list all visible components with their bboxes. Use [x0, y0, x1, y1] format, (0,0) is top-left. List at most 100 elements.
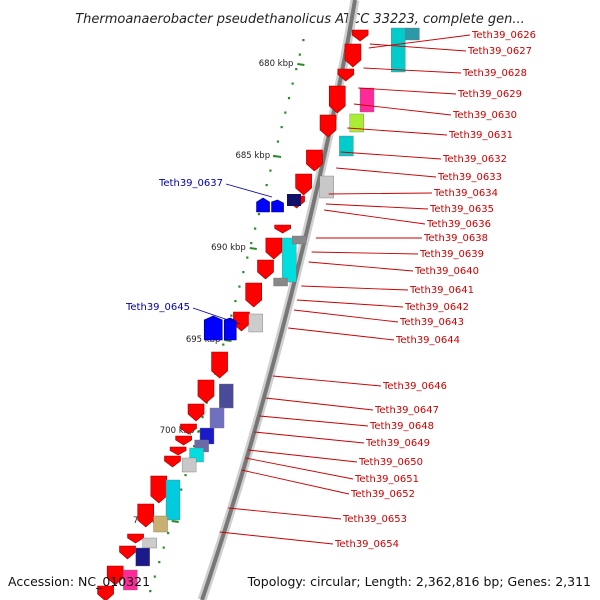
forward-gene-label[interactable]: Teth39_0642: [404, 302, 469, 313]
gene-label-leader: [245, 457, 354, 480]
scale-dot: [180, 488, 183, 491]
gene-label-leader: [353, 103, 452, 116]
scale-dot: [230, 314, 233, 317]
gene-label-leader: [308, 261, 414, 272]
reverse-gene-arrow[interactable]: [203, 315, 223, 341]
gene-label-leader: [241, 469, 350, 495]
forward-gene-label[interactable]: Teth39_0653: [342, 514, 407, 525]
forward-gene-arrow[interactable]: [257, 259, 274, 280]
scale-dot: [254, 227, 257, 230]
forward-gene-arrow[interactable]: [169, 446, 187, 456]
forward-gene-label[interactable]: Teth39_0638: [423, 233, 488, 244]
scale-dot: [287, 97, 291, 100]
reverse-gene-arrow[interactable]: [256, 197, 270, 213]
gene-annotation-block: [292, 235, 307, 245]
gene-label-leader: [325, 203, 429, 210]
forward-gene-label[interactable]: Teth39_0647: [374, 405, 439, 416]
forward-gene-label[interactable]: Teth39_0633: [437, 172, 502, 183]
forward-gene-label[interactable]: Teth39_0631: [448, 130, 513, 141]
gene-label-leader: [288, 327, 395, 341]
scale-dot: [193, 445, 196, 448]
forward-gene-arrow[interactable]: [337, 68, 355, 82]
forward-gene-label[interactable]: Teth39_0636: [426, 219, 491, 230]
reverse-gene-label[interactable]: Teth39_0645: [125, 302, 190, 313]
forward-gene-label[interactable]: Teth39_0632: [442, 154, 507, 165]
scale-dot: [250, 242, 253, 245]
scale-dot: [291, 82, 294, 85]
forward-gene-label[interactable]: Teth39_0650: [358, 457, 423, 468]
gene-annotation-block: [209, 407, 225, 429]
forward-gene-label[interactable]: Teth39_0651: [354, 474, 419, 485]
forward-gene-label[interactable]: Teth39_0635: [429, 204, 494, 215]
forward-gene-arrow[interactable]: [274, 224, 291, 234]
scale-dot: [234, 300, 237, 303]
forward-gene-label[interactable]: Teth39_0641: [409, 285, 474, 296]
forward-gene-arrow[interactable]: [295, 173, 312, 196]
forward-gene-arrow[interactable]: [211, 351, 228, 379]
forward-gene-label[interactable]: Teth39_0646: [382, 381, 447, 392]
reverse-gene-arrow[interactable]: [223, 317, 237, 341]
reverse-gene-label[interactable]: Teth39_0637: [158, 178, 223, 189]
scale-major-tick: [273, 155, 282, 158]
gene-label-leader: [311, 251, 419, 255]
scale-dot: [280, 126, 283, 129]
scale-major-tick: [297, 63, 305, 66]
gene-label-leader: [324, 209, 426, 225]
forward-gene-arrow[interactable]: [137, 503, 155, 528]
forward-gene-arrow[interactable]: [106, 565, 124, 586]
forward-gene-arrow[interactable]: [319, 114, 337, 138]
forward-gene-arrow[interactable]: [187, 403, 205, 422]
forward-gene-arrow[interactable]: [180, 423, 197, 435]
scale-dot: [201, 416, 204, 419]
gene-label-leader: [228, 507, 342, 520]
forward-gene-label[interactable]: Teth39_0654: [334, 539, 399, 550]
forward-gene-arrow[interactable]: [351, 29, 369, 42]
forward-gene-label[interactable]: Teth39_0643: [399, 317, 464, 328]
scale-label: 690 kbp: [211, 243, 246, 253]
gene-annotation-block: [135, 547, 150, 567]
forward-gene-arrow[interactable]: [127, 533, 144, 544]
gene-label-leader: [296, 299, 404, 308]
forward-gene-arrow[interactable]: [306, 149, 323, 172]
reverse-gene-arrow[interactable]: [271, 199, 284, 213]
scale-dot: [149, 590, 152, 593]
scale-dot: [302, 39, 305, 42]
gene-annotation-block: [219, 383, 234, 409]
forward-gene-arrow[interactable]: [344, 43, 362, 68]
forward-gene-arrow[interactable]: [175, 435, 192, 446]
forward-gene-arrow[interactable]: [97, 585, 114, 600]
scale-label: 685 kbp: [235, 151, 270, 161]
forward-gene-arrow[interactable]: [197, 379, 215, 404]
forward-gene-label[interactable]: Teth39_0627: [467, 46, 532, 57]
scale-major-tick: [249, 247, 257, 250]
forward-gene-label[interactable]: Teth39_0644: [395, 335, 460, 346]
forward-gene-arrow[interactable]: [164, 455, 181, 468]
scale-dot: [184, 474, 187, 477]
scale-dot: [295, 68, 298, 71]
forward-gene-label[interactable]: Teth39_0639: [419, 249, 484, 260]
forward-gene-label[interactable]: Teth39_0634: [433, 188, 498, 199]
scale-dot: [269, 169, 272, 172]
forward-gene-label[interactable]: Teth39_0649: [365, 438, 430, 449]
gene-label-leader: [347, 127, 448, 136]
forward-gene-label[interactable]: Teth39_0626: [471, 30, 536, 41]
gene-annotation-block: [248, 313, 264, 333]
scale-dot: [257, 213, 261, 216]
forward-gene-label[interactable]: Teth39_0652: [350, 489, 415, 500]
forward-gene-label[interactable]: Teth39_0630: [452, 110, 517, 121]
forward-gene-arrow[interactable]: [265, 237, 283, 260]
forward-gene-label[interactable]: Teth39_0628: [462, 68, 527, 79]
forward-gene-label[interactable]: Teth39_0648: [369, 421, 434, 432]
scale-dot: [246, 256, 249, 259]
gene-annotation-block: [181, 457, 197, 473]
forward-gene-arrow[interactable]: [245, 282, 263, 308]
forward-gene-arrow[interactable]: [328, 85, 346, 114]
forward-gene-label[interactable]: Teth39_0640: [414, 266, 479, 277]
forward-gene-label[interactable]: Teth39_0629: [457, 89, 522, 100]
gene-features: [97, 27, 420, 600]
forward-gene-arrow[interactable]: [150, 475, 168, 504]
forward-gene-arrow[interactable]: [119, 545, 136, 560]
